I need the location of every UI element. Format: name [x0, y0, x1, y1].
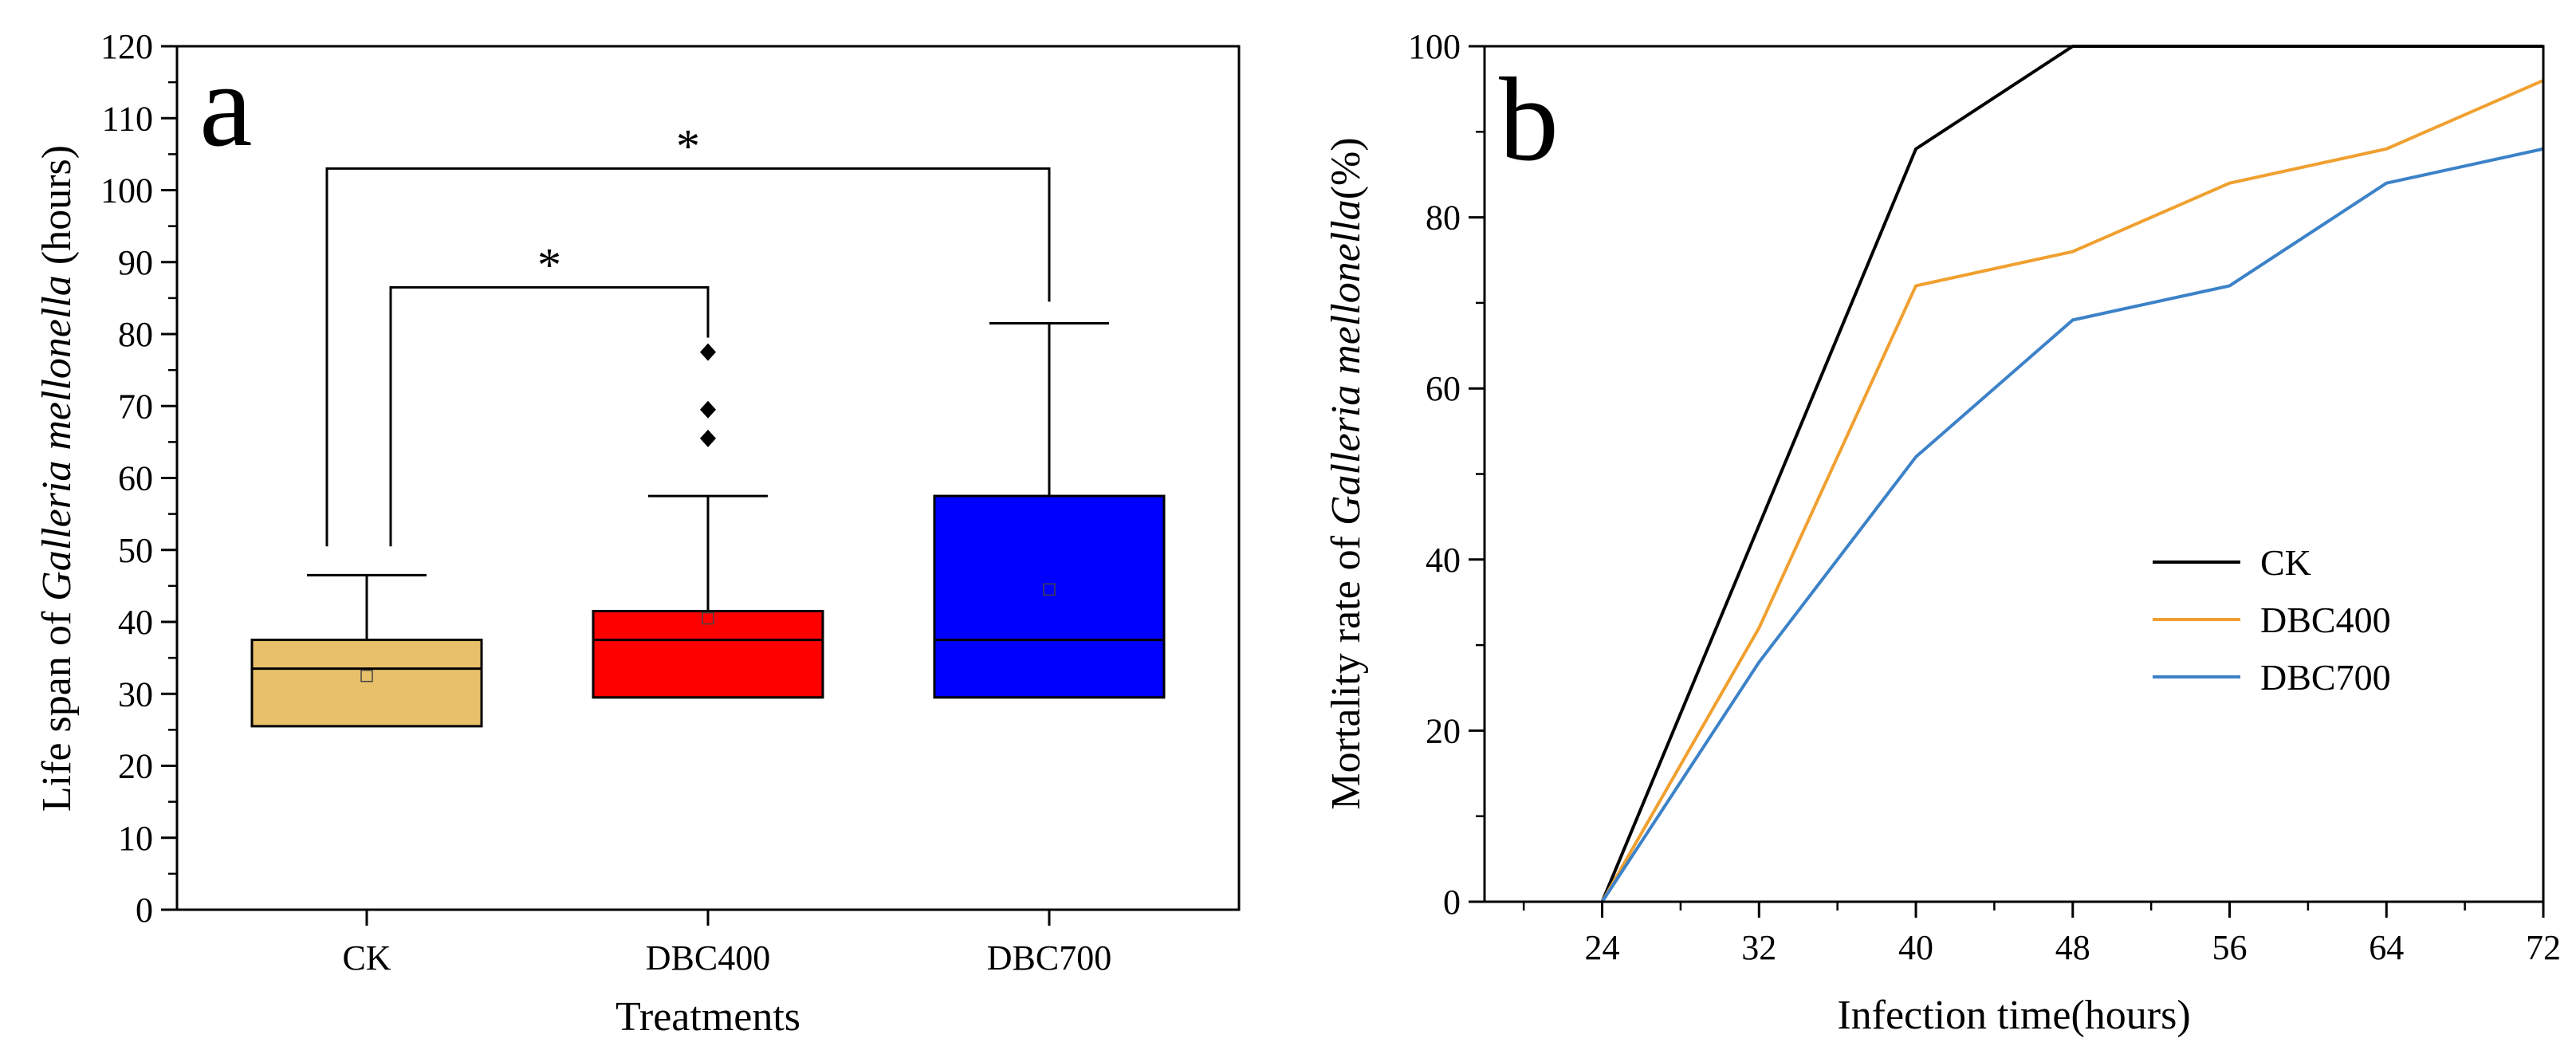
panel-b-legend: CK DBC400 DBC700	[2153, 542, 2391, 698]
panel-a-y-axis-title-part-3: (hours)	[34, 145, 80, 275]
panel-b-y-axis-title-part-1: Mortality rate of	[1323, 525, 1369, 810]
panel-b-x-tick-label: 40	[1898, 928, 1933, 967]
panel-b-series-lines	[1600, 45, 2544, 903]
panel-a-y-tick-label: 40	[118, 603, 153, 642]
panel-b-y-tick-label: 100	[1408, 27, 1461, 66]
panel-a-y-tick-label: 120	[100, 27, 153, 66]
panel-a-y-axis-title: Life span of Galleria mellonella (hours)	[34, 145, 80, 812]
box-outlier-point	[700, 400, 716, 419]
box-mean-marker	[702, 612, 714, 625]
significance-bracket: *	[389, 238, 710, 547]
panel-a-y-tick-label: 0	[136, 891, 153, 930]
panel-b-y-axis-title-species: Galleria mellonella	[1323, 199, 1369, 525]
panel-a-box-plot: 0 10 20 30 40 50 60 70 80 90 100 110 120 CK DBC400 DBC…	[34, 27, 1241, 1040]
series-line-ck	[1600, 45, 2543, 903]
panel-a-y-tick-label: 80	[118, 315, 153, 354]
significance-star: *	[537, 238, 561, 291]
legend-label: DBC400	[2260, 600, 2391, 640]
panel-a-y-tick-label: 30	[118, 675, 153, 714]
panel-a-y-axis-title-species: Galleria mellonella	[34, 275, 80, 601]
series-line-dbc700	[1600, 147, 2544, 903]
panel-b-y-tick-label: 80	[1426, 199, 1461, 238]
panel-a-x-tick-label: DBC700	[987, 938, 1111, 977]
box-iqr	[250, 639, 483, 728]
significance-bracket: *	[325, 120, 1051, 547]
panel-b-x-axis: 24 32 40 48 56 64 72	[1522, 902, 2561, 967]
panel-a-y-tick-label: 60	[118, 459, 153, 498]
panel-b-x-axis-title: Infection time(hours)	[1837, 993, 2190, 1038]
box-outlier-point	[700, 429, 716, 447]
panel-a-letter: a	[199, 39, 253, 171]
legend-entry-dbc700: DBC700	[2153, 657, 2391, 698]
significance-bracket-line	[325, 167, 1051, 547]
box-mean-marker	[1043, 583, 1056, 596]
legend-entry-ck: CK	[2153, 542, 2311, 583]
legend-entry-dbc400: DBC400	[2153, 600, 2391, 640]
panel-a-y-tick-label: 90	[118, 243, 153, 282]
legend-label: DBC700	[2260, 657, 2391, 698]
panel-a-y-axis-title-part-1: Life span of	[34, 601, 80, 812]
panel-a-y-tick-label: 70	[118, 387, 153, 426]
panel-a-x-tick-label: DBC400	[646, 938, 770, 977]
box-outlier-point	[700, 343, 716, 361]
box-dbc400	[592, 343, 824, 699]
significance-bracket-line	[389, 285, 710, 547]
panel-b-y-axis: 0 20 40 60 80 100	[1408, 27, 1485, 922]
legend-label: CK	[2260, 542, 2311, 583]
panel-b-plot-frame	[1483, 45, 2545, 903]
panel-b-x-tick-label: 48	[2055, 928, 2090, 967]
box-iqr	[933, 494, 1166, 699]
panel-a-x-axis: CK DBC400 DBC700	[342, 910, 1111, 977]
panel-b-letter: b	[1499, 53, 1559, 186]
panel-b-y-axis-title: Mortality rate of Galleria mellonella(%)	[1323, 137, 1369, 809]
panel-b-y-tick-label: 20	[1426, 711, 1461, 750]
significance-star: *	[676, 120, 700, 172]
panel-a-boxes	[250, 321, 1166, 728]
panel-a-y-tick-label: 10	[118, 819, 153, 858]
panel-a-y-axis: 0 10 20 30 40 50 60 70 80 90 100 110 120	[100, 27, 177, 930]
panel-b-x-tick-label: 64	[2369, 928, 2404, 967]
box-ck	[250, 573, 483, 728]
series-line-dbc400	[1600, 79, 2544, 903]
panel-b-y-tick-label: 40	[1426, 541, 1461, 580]
box-mean-marker	[360, 669, 373, 682]
panel-a-x-axis-title: Treatments	[615, 994, 800, 1040]
panel-a-y-tick-label: 50	[118, 531, 153, 570]
box-iqr	[592, 609, 824, 699]
panel-b-x-tick-label: 32	[1741, 928, 1776, 967]
panel-a-plot-frame	[175, 45, 1241, 911]
panel-a-y-tick-label: 100	[100, 171, 153, 210]
box-dbc700	[933, 321, 1166, 699]
panel-b-x-tick-label: 56	[2212, 928, 2248, 967]
panel-a-significance-brackets: **	[325, 120, 1051, 547]
panel-a-y-tick-label: 20	[118, 747, 153, 786]
panel-a-y-tick-label: 110	[102, 99, 153, 138]
panel-b-y-tick-label: 60	[1426, 369, 1461, 408]
panel-b-y-axis-title-part-3: (%)	[1323, 137, 1369, 199]
panel-a-x-tick-label: CK	[342, 938, 391, 977]
panel-b-y-tick-label: 0	[1443, 883, 1461, 922]
panel-b-line-chart: 0 20 40 60 80 100 24 32 40 48 56 64 72 CK DBC400 DBC7…	[1323, 27, 2561, 1038]
panel-b-x-tick-label: 72	[2526, 928, 2561, 967]
panel-b-x-tick-label: 24	[1585, 928, 1620, 967]
